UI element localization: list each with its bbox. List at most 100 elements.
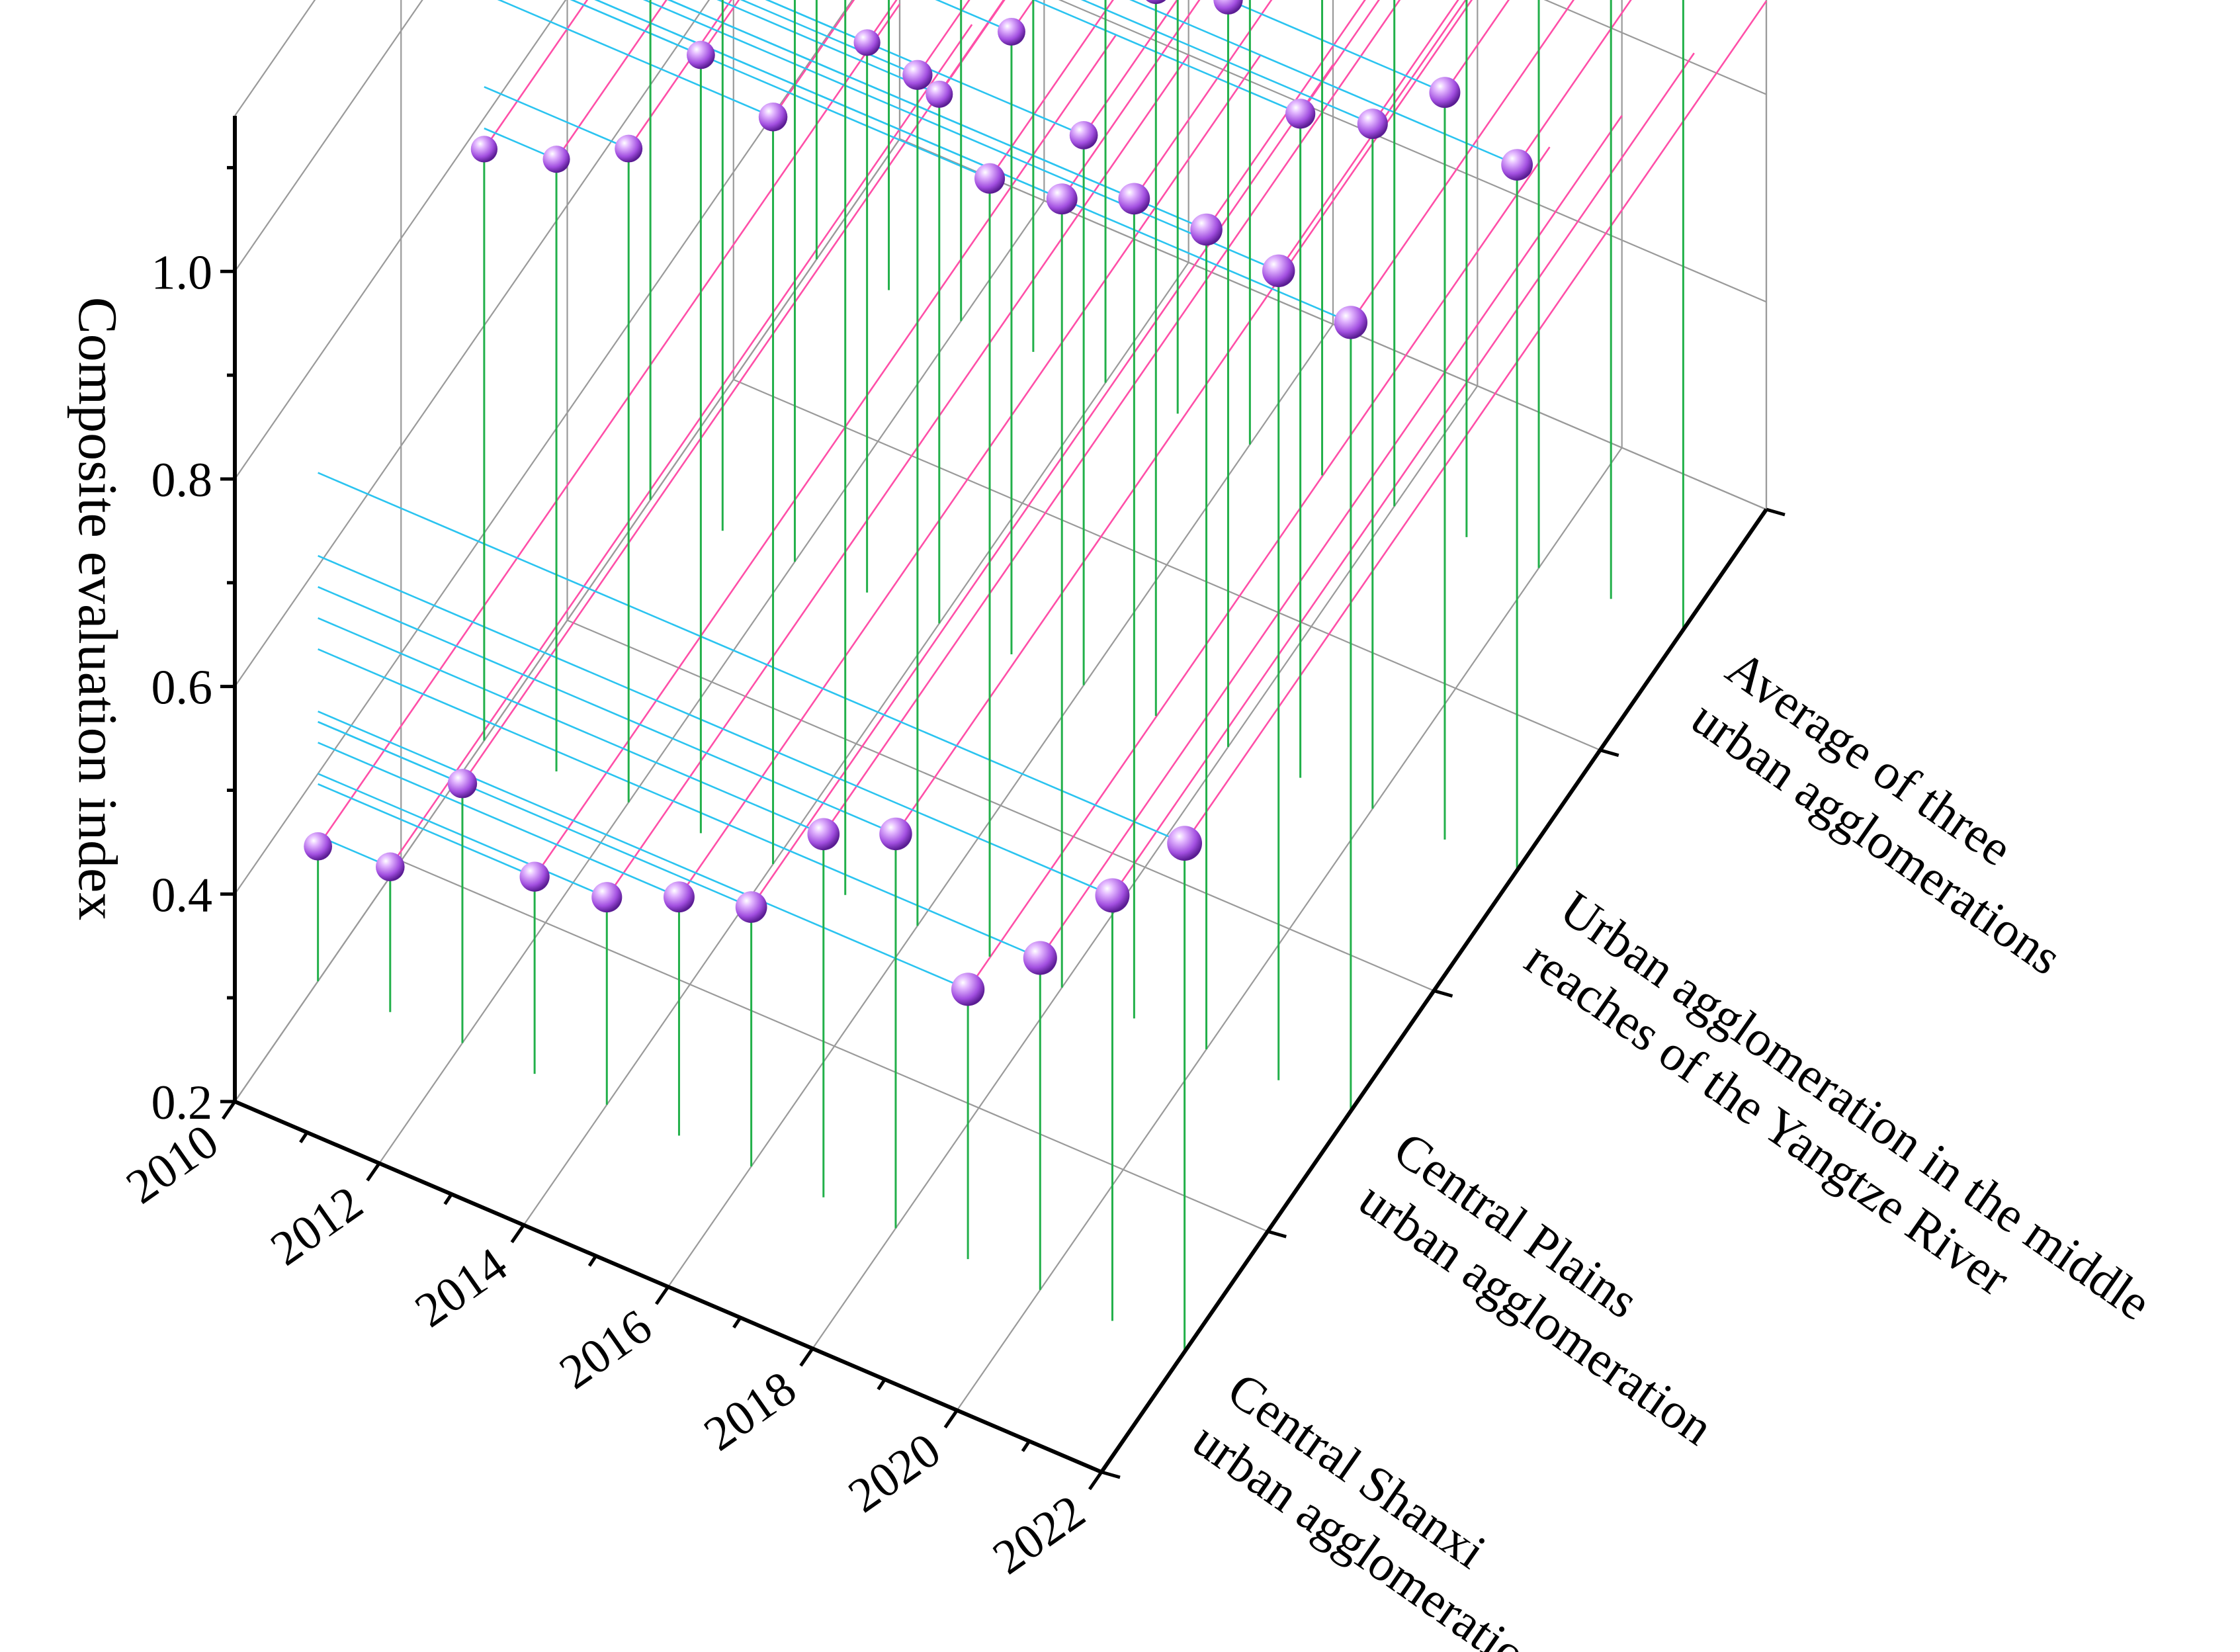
projection-line-side — [318, 554, 1113, 896]
projection-line-back — [1443, 0, 1510, 93]
projection-line-side — [1080, 0, 1373, 125]
z-axis-title: Composite evaluation index — [67, 297, 128, 921]
x-tick-mark — [510, 1224, 525, 1244]
y-tick-mark — [1600, 748, 1619, 758]
data-point-sphere — [735, 891, 767, 923]
data-point-sphere — [1118, 183, 1150, 215]
projection-line-back — [822, 0, 1401, 835]
x-minor-tick — [587, 1254, 597, 1267]
projection-line-side — [642, 0, 1279, 272]
projection-line-side — [1226, 0, 1445, 93]
z-tick-label: 0.8 — [151, 453, 213, 507]
data-point-sphere — [519, 861, 550, 892]
projection-line-side — [318, 648, 1041, 959]
x-minor-tick — [299, 1131, 309, 1144]
y-category-label: Average of threeurban agglomerations — [1682, 640, 2106, 986]
data-point-sphere — [1095, 878, 1130, 913]
projection-line-back — [1299, 0, 1380, 114]
data-point-sphere — [304, 832, 332, 861]
data-point-sphere — [1334, 306, 1367, 339]
x-tick-mark — [221, 1100, 237, 1120]
projection-line-back — [1184, 0, 1768, 844]
data-point-sphere — [615, 134, 643, 163]
projection-line-back — [606, 54, 1189, 898]
y-tick-mark — [1267, 1229, 1287, 1239]
data-point-sphere — [926, 80, 953, 108]
projection-line-side — [318, 720, 752, 908]
data-point-sphere — [951, 973, 985, 1006]
projection-line-back — [1205, 0, 1366, 230]
data-point-sphere — [664, 881, 695, 913]
grid-floor-y — [899, 138, 1767, 511]
projection-line-back — [555, 0, 668, 160]
projection-line-back — [1083, 0, 1178, 136]
z-tick-label: 0.6 — [151, 661, 213, 715]
projection-line-back — [483, 0, 589, 150]
x-tick-mark — [366, 1162, 381, 1182]
grid-floor-y — [733, 378, 1601, 751]
z-tick-label: 0.2 — [151, 1076, 213, 1130]
x-minor-tick — [877, 1378, 886, 1391]
projection-line-side — [1129, 0, 1518, 166]
projection-line-back — [967, 146, 1551, 990]
y-category-label: Central Plainsurban agglomeration — [1349, 1121, 1758, 1456]
data-point-sphere — [758, 102, 788, 132]
x-tick-mark — [654, 1285, 670, 1305]
data-point-sphere — [1501, 149, 1533, 181]
projection-line-back — [1277, 0, 1467, 272]
projection-line-back — [1516, 0, 1632, 165]
projection-line-back — [772, 0, 855, 118]
projection-line-side — [484, 86, 629, 150]
projection-line-back — [1061, 0, 1201, 200]
projection-line-back — [938, 0, 1006, 95]
x-minor-tick — [1021, 1440, 1031, 1452]
grid-back-horizontal — [1543, 0, 1767, 95]
data-point-sphere — [998, 17, 1025, 46]
projection-line-side — [935, 0, 1012, 33]
data-point-sphere — [1190, 213, 1223, 246]
x-tick-label: 2012 — [261, 1176, 372, 1276]
projection-line-side — [1032, 0, 1301, 115]
data-point-sphere — [1146, 0, 1166, 5]
projection-line-back — [1039, 115, 1623, 959]
data-point-sphere — [376, 852, 405, 882]
projection-line-side — [318, 742, 679, 898]
data-point-sphere — [1046, 183, 1078, 215]
x-tick-label: 2016 — [550, 1299, 661, 1400]
data-point-sphere — [807, 818, 840, 851]
data-point-sphere — [687, 40, 715, 69]
grid-left-horizontal — [234, 0, 711, 687]
projection-line-back — [1133, 0, 1273, 200]
projection-line-side — [318, 586, 896, 835]
data-point-sphere — [974, 163, 1006, 194]
data-point-sphere — [1429, 77, 1461, 109]
y-tick-mark — [1101, 1470, 1121, 1479]
data-point-sphere — [1262, 254, 1295, 288]
grid-back-horizontal — [1058, 0, 1767, 303]
projection-lines — [317, 0, 1768, 990]
projection-line-side — [570, 0, 990, 179]
data-point-sphere — [853, 29, 881, 56]
projection-line-side — [667, 0, 1135, 200]
projection-line-back — [389, 24, 973, 867]
x-tick-mark — [1088, 1471, 1103, 1491]
grid-left-horizontal — [234, 0, 423, 272]
grid-left-horizontal — [234, 0, 567, 480]
data-points — [304, 0, 1533, 1006]
y-tick-mark — [1433, 989, 1453, 998]
projection-line-back — [988, 0, 1114, 179]
grid-floor-y — [567, 619, 1434, 992]
data-point-sphere — [1069, 120, 1098, 150]
z-tick-label: 1.0 — [151, 245, 213, 300]
axes — [220, 116, 1786, 1491]
projection-line-back — [678, 54, 1262, 898]
data-point-sphere — [542, 146, 570, 173]
data-point-sphere — [1285, 99, 1316, 129]
projection-line-side — [318, 711, 969, 990]
data-point-sphere — [1023, 941, 1057, 975]
data-point-sphere — [1357, 109, 1388, 140]
x-tick-mark — [943, 1409, 959, 1429]
projection-line-back — [317, 3, 901, 847]
projection-line-side — [318, 472, 1185, 844]
x-minor-tick — [732, 1317, 742, 1329]
